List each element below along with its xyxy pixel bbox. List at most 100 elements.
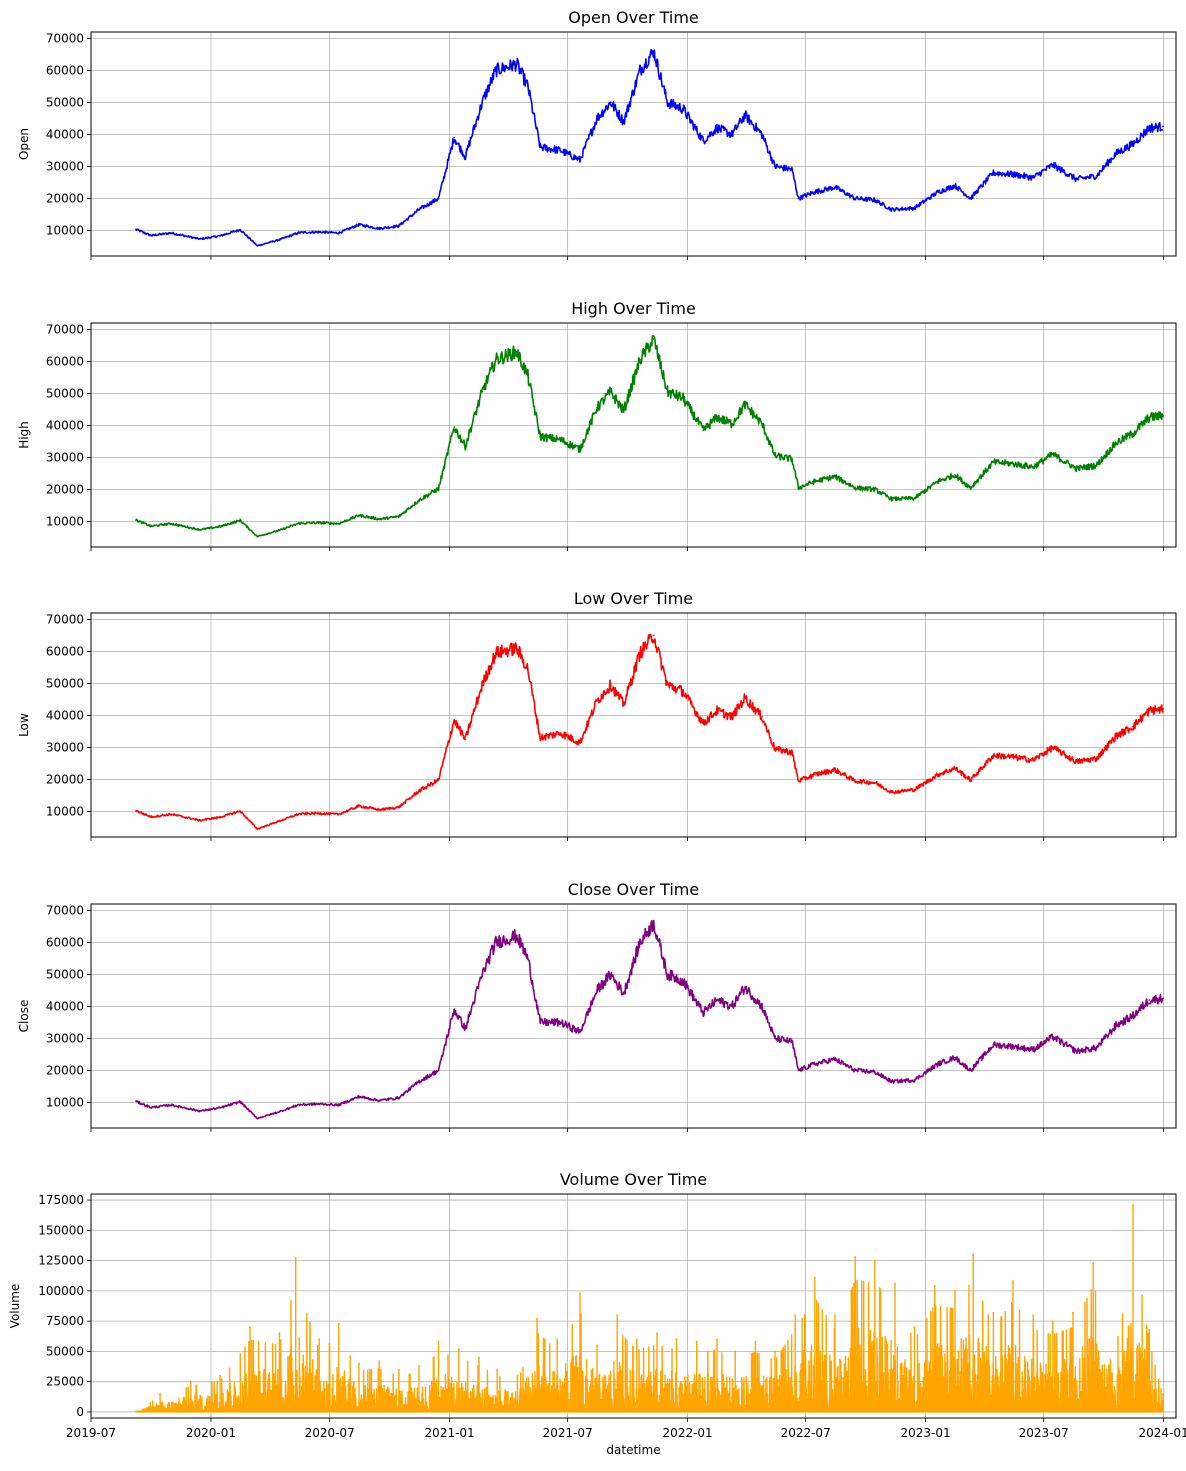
data-point [337, 522, 340, 525]
data-point [515, 935, 518, 937]
data-point [358, 1362, 360, 1365]
data-point [622, 703, 625, 706]
data-point [539, 736, 542, 739]
data-point [873, 199, 876, 201]
data-point [797, 1069, 800, 1072]
data-point [239, 810, 242, 812]
data-point [797, 780, 800, 782]
data-point [616, 1314, 619, 1316]
data-point [495, 652, 497, 654]
data-point [1162, 1392, 1164, 1395]
data-point [1012, 1045, 1014, 1048]
data-point [873, 1071, 876, 1073]
data-point [539, 435, 542, 438]
data-point [702, 139, 705, 142]
y-tick-label: 60000 [46, 63, 84, 77]
data-point [913, 1079, 916, 1081]
data-point [559, 732, 562, 734]
data-point [464, 155, 467, 158]
axes-frame [90, 1193, 1177, 1419]
gridlines [90, 904, 1176, 1128]
y-tick-label: 10000 [46, 223, 84, 237]
y-tick-label: 10000 [46, 804, 84, 818]
data-point [1072, 1311, 1074, 1314]
y-tick-label: 40000 [46, 127, 84, 141]
data-point [378, 808, 381, 811]
data-point [278, 238, 281, 241]
data-point [249, 1326, 252, 1329]
data-point [219, 234, 222, 237]
y-tick-label: 40000 [46, 708, 84, 722]
data-point [992, 1043, 995, 1046]
data-point [813, 1063, 816, 1065]
series-line [135, 633, 1164, 831]
data-point [1051, 453, 1054, 456]
data-point [189, 1380, 192, 1383]
data-point [559, 149, 562, 152]
data-point [1032, 759, 1035, 762]
data-point [516, 1374, 519, 1377]
data-point [219, 816, 222, 819]
y-axis-label: High [17, 421, 31, 449]
data-point [969, 779, 972, 781]
data-point [774, 165, 776, 168]
data-point [278, 1332, 281, 1335]
data-point [199, 528, 201, 531]
data-point [716, 416, 718, 419]
data-point [854, 780, 857, 782]
data-point [774, 1350, 776, 1353]
data-point [170, 522, 173, 525]
data-point [666, 684, 669, 686]
data-point [639, 69, 641, 72]
data-point [481, 390, 484, 393]
data-point [453, 426, 456, 428]
data-point [596, 989, 598, 992]
series-line [135, 919, 1164, 1120]
data-point [675, 1338, 678, 1341]
data-point [298, 1103, 300, 1106]
data-point [890, 208, 893, 211]
y-axis-label: Close [17, 1000, 31, 1033]
data-point [1012, 1280, 1014, 1283]
data-point [734, 1350, 737, 1353]
data-point [954, 1056, 956, 1059]
data-point [913, 497, 916, 500]
data-point [464, 1027, 467, 1030]
data-point [337, 813, 340, 816]
data-point [834, 1314, 836, 1316]
chart-title: High Over Time [571, 299, 696, 318]
data-point [761, 422, 763, 425]
data-point [797, 197, 800, 200]
y-tick-label: 0 [76, 1405, 84, 1419]
y-tick-label: 60000 [46, 644, 84, 658]
data-point [791, 1040, 793, 1043]
data-point [135, 228, 137, 231]
data-point [135, 519, 137, 521]
data-point [992, 461, 995, 464]
data-point [639, 652, 641, 654]
data-point [397, 225, 400, 227]
series-line [135, 1204, 1164, 1413]
data-point [731, 422, 733, 425]
data-point [1117, 1336, 1119, 1338]
series-group [135, 919, 1164, 1120]
data-point [170, 1104, 173, 1106]
data-point [199, 1110, 201, 1112]
y-tick-label: 20000 [46, 772, 84, 786]
data-point [635, 1338, 638, 1341]
data-point [972, 1253, 975, 1256]
data-point [682, 979, 684, 982]
data-point [515, 63, 518, 65]
data-point [539, 146, 542, 149]
data-point [199, 819, 201, 822]
data-point [1148, 127, 1151, 129]
data-point [695, 1340, 698, 1343]
x-tick-label: 2021-01 [425, 1426, 475, 1440]
y-tick-label: 10000 [46, 514, 84, 528]
data-point [969, 486, 972, 489]
y-tick-label: 70000 [46, 322, 84, 336]
data-point [318, 231, 321, 233]
data-point [515, 647, 518, 650]
data-point [913, 1326, 916, 1329]
data-point [378, 227, 381, 230]
